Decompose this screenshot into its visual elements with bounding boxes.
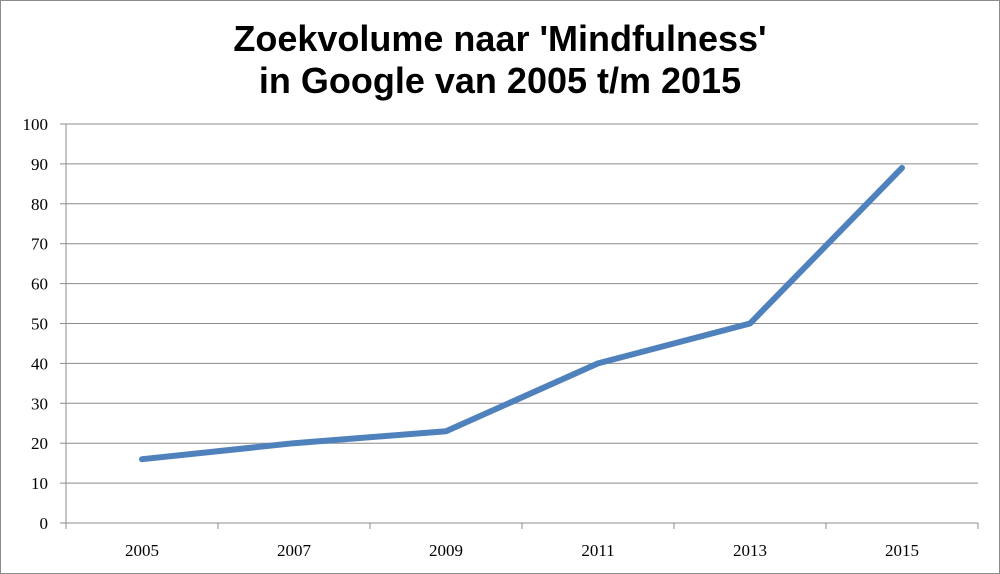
y-tick-label: 30 bbox=[31, 394, 48, 413]
y-tick-label: 20 bbox=[31, 434, 48, 453]
y-tick-label: 80 bbox=[31, 195, 48, 214]
y-tick-label: 90 bbox=[31, 155, 48, 174]
y-tick-label: 40 bbox=[31, 354, 48, 373]
x-tick-label: 2015 bbox=[885, 541, 919, 560]
x-tick-labels: 2005 2007 2009 2011 2013 2015 bbox=[125, 541, 919, 560]
x-tick-label: 2013 bbox=[733, 541, 767, 560]
x-tick-label: 2009 bbox=[429, 541, 463, 560]
y-tick-label: 10 bbox=[31, 474, 48, 493]
chart-title: Zoekvolume naar 'Mindfulness' in Google … bbox=[0, 18, 1000, 102]
y-tick-labels: 0 10 20 30 40 50 60 70 80 90 100 bbox=[23, 115, 49, 533]
series-line-0 bbox=[139, 164, 905, 463]
y-tick-label: 100 bbox=[23, 115, 49, 134]
series bbox=[139, 164, 905, 463]
y-tick-label: 50 bbox=[31, 315, 48, 334]
y-tick-label: 0 bbox=[40, 514, 49, 533]
x-tick-label: 2005 bbox=[125, 541, 159, 560]
axes bbox=[60, 123, 979, 529]
chart-title-line-2: in Google van 2005 t/m 2015 bbox=[258, 60, 742, 101]
x-tick-label: 2011 bbox=[581, 541, 614, 560]
chart-title-line-1: Zoekvolume naar 'Mindfulness' bbox=[233, 18, 767, 59]
x-tick-label: 2007 bbox=[277, 541, 312, 560]
gridlines bbox=[66, 123, 978, 484]
y-tick-label: 60 bbox=[31, 275, 48, 294]
y-tick-label: 70 bbox=[31, 235, 48, 254]
